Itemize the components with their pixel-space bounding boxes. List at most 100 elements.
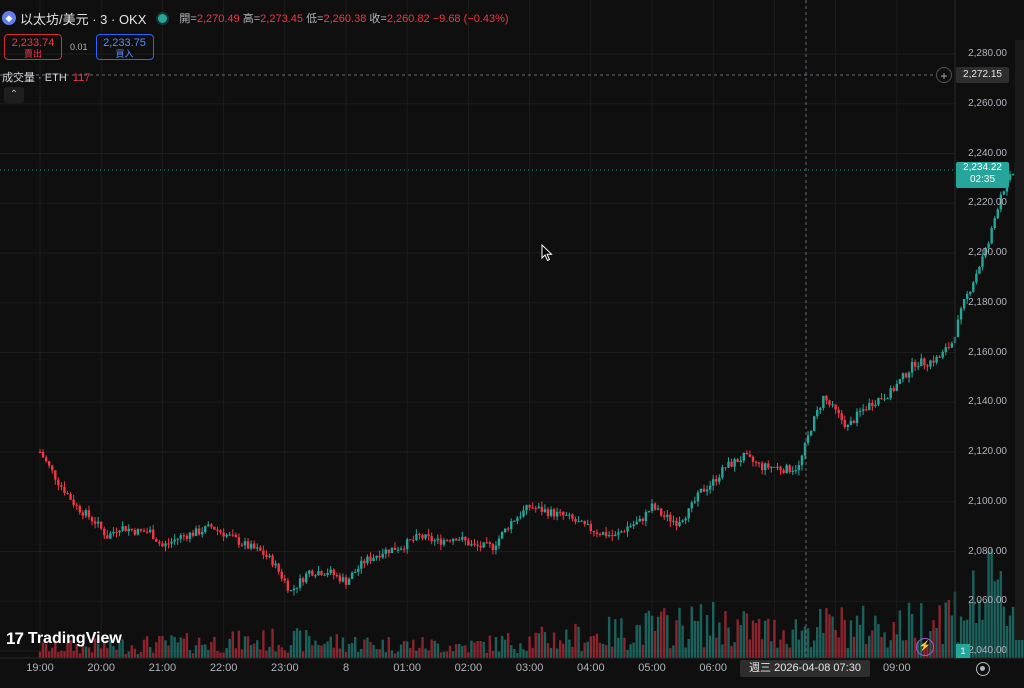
volume-bar <box>69 640 72 658</box>
candle-body <box>562 511 565 516</box>
candle-body <box>63 486 66 494</box>
candle-body <box>127 528 130 532</box>
volume-bar <box>350 642 354 658</box>
candle-body <box>522 510 525 517</box>
candle-body <box>280 571 283 579</box>
candle-body <box>629 526 632 528</box>
price-tick-label: 2,040.00 <box>968 645 1007 656</box>
volume-bar <box>537 633 540 658</box>
collapse-chevron-icon[interactable]: ⌃ <box>4 87 24 103</box>
mouse-cursor-icon <box>541 244 553 262</box>
candle-body <box>513 520 516 522</box>
volume-bar <box>595 633 599 658</box>
volume-bar <box>458 644 461 658</box>
volume-bar <box>194 645 198 658</box>
volume-axis-badge: 1 <box>956 644 970 658</box>
volume-bar <box>277 644 280 658</box>
crosshair-date-label: 週三 2026-04-08 07:30 <box>740 660 870 677</box>
candle-body <box>516 517 519 521</box>
volume-bar <box>852 636 856 658</box>
candle-body <box>978 266 981 274</box>
candle-body <box>708 485 712 490</box>
volume-bar <box>641 644 645 658</box>
volume-bar <box>822 632 825 658</box>
volume-bar <box>672 645 675 658</box>
candle-body <box>574 518 577 522</box>
volume-bar <box>283 650 286 658</box>
candle-body <box>791 470 794 473</box>
volume-bar <box>959 616 963 658</box>
buy-button[interactable]: 2,233.75 買入 <box>95 34 154 60</box>
candle-body <box>115 531 118 533</box>
candle-body <box>69 493 72 500</box>
candle-body <box>601 532 605 535</box>
volume-indicator-label[interactable]: 成交量 · ETH 117 <box>2 69 90 85</box>
candle-body <box>666 514 669 517</box>
candle-body <box>650 503 654 512</box>
volume-bar <box>338 648 342 658</box>
right-scrollbar[interactable] <box>1015 40 1024 640</box>
volume-bar <box>96 643 100 658</box>
volume-bar <box>1002 606 1006 658</box>
candle-body <box>687 508 690 519</box>
settings-gear-icon[interactable] <box>976 662 990 676</box>
candle-body <box>748 454 752 457</box>
candle-body <box>540 506 544 512</box>
candle-body <box>142 530 146 532</box>
volume-bar <box>871 630 874 658</box>
volume-bar <box>216 651 219 658</box>
candle-body <box>546 509 550 516</box>
volume-bar <box>363 639 366 658</box>
candle-body <box>130 528 133 530</box>
volume-bar <box>170 635 173 658</box>
candle-body <box>360 560 363 569</box>
volume-bar <box>204 644 207 658</box>
candle-body <box>751 456 755 462</box>
symbol-title[interactable]: 以太坊/美元 · 3 · OKX <box>20 11 147 27</box>
candle-body <box>454 538 458 541</box>
tradingview-logo[interactable]: 17 TradingView <box>6 629 122 649</box>
candle-body <box>565 514 568 516</box>
candle-body <box>84 510 88 516</box>
candle-body <box>604 532 608 537</box>
candle-body <box>396 549 400 551</box>
candle-body <box>773 466 776 468</box>
volume-bar <box>506 633 510 658</box>
candle-body <box>877 398 880 405</box>
volume-bar <box>292 631 296 658</box>
price-tick-label: 2,280.00 <box>968 48 1007 59</box>
sell-button[interactable]: 2,233.74 賣出 <box>4 34 62 60</box>
candle-body <box>57 479 60 486</box>
time-tick-label: 23:00 <box>271 662 299 674</box>
candle-body <box>418 534 421 536</box>
volume-bar <box>617 637 620 658</box>
volume-bar <box>757 618 761 658</box>
volume-bar <box>990 548 993 658</box>
volume-bar <box>620 618 623 658</box>
volume-bar <box>66 642 69 658</box>
candle-body <box>552 509 556 517</box>
candle-body <box>179 535 182 539</box>
volume-bar <box>629 644 632 658</box>
volume-bar <box>298 630 302 658</box>
candle-body <box>194 528 198 536</box>
candle-body <box>506 528 510 530</box>
candle-body <box>274 563 277 566</box>
volume-bar <box>479 640 482 658</box>
crosshair-plus-icon[interactable]: + <box>936 67 952 83</box>
volume-bar <box>476 641 479 658</box>
candle-body <box>724 467 727 469</box>
trade-panel: 2,233.74 賣出 0.01 2,233.75 買入 <box>4 34 154 60</box>
bolt-icon[interactable]: ⚡ <box>916 638 934 656</box>
candle-body <box>883 398 886 400</box>
candle-body <box>197 528 201 535</box>
candlesticks <box>38 134 1024 596</box>
volume-bar <box>519 643 522 658</box>
volume-bar <box>846 647 850 658</box>
candle-body <box>549 509 553 516</box>
candle-body <box>837 409 840 414</box>
candle-body <box>402 548 406 550</box>
volume-bar <box>528 636 531 658</box>
volume-bar <box>158 636 161 658</box>
